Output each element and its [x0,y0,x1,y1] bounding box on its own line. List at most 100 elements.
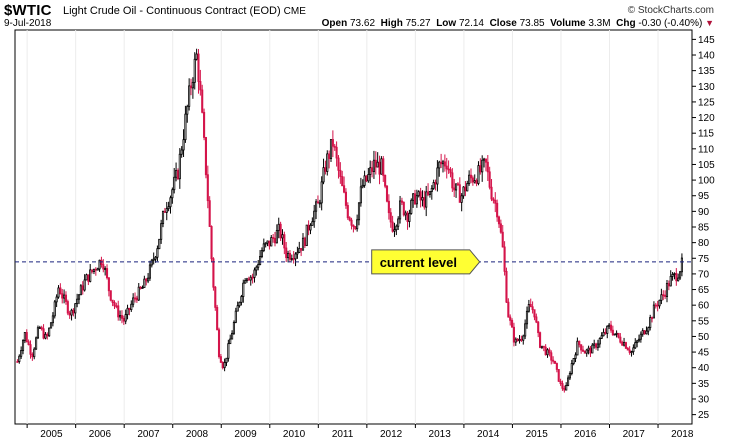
candle-body [533,309,536,318]
candle-body [361,184,364,188]
low-label: Low [436,18,457,29]
candle-body [458,184,461,203]
x-tick-label: 2015 [526,429,549,440]
candle-body [124,314,127,322]
volume-value: 3.3M [588,18,611,29]
candle-body [393,229,396,232]
candle-body [473,180,476,183]
y-tick-label: 100 [698,176,715,187]
candle-body [268,240,271,247]
candle-body [499,223,502,233]
candle-body [171,189,174,199]
candle-body [621,341,624,346]
candle-body [400,200,403,203]
close-value: 73.85 [519,18,545,29]
candle-body [31,353,34,358]
candle-body [311,221,314,226]
candle-body [518,338,521,342]
candle-body [651,317,654,319]
candle-body [105,268,109,279]
candle-body [59,287,62,295]
candle-body [637,338,641,342]
x-tick-label: 2018 [671,429,694,440]
candle-body [253,269,256,278]
close-label: Close [489,18,517,29]
candle-body [135,297,138,301]
candle-body [184,113,187,141]
candle-body [208,200,211,227]
candle-body [63,294,66,299]
candle-body [507,301,510,318]
candle-body [279,223,282,239]
candle-body [359,186,362,204]
candle-body [120,315,124,319]
candle-body [313,210,316,223]
x-tick-label: 2008 [186,429,209,440]
y-tick-label: 145 [698,35,715,46]
low-value: 72.14 [458,18,484,29]
candle-body [283,234,286,249]
candle-body [490,186,493,200]
candle-body [512,326,515,343]
candle-body [581,349,585,352]
candle-body [548,349,551,354]
candle-body [673,273,676,275]
candle-body [419,191,422,201]
candle-body [649,317,652,329]
candle-body [639,333,642,340]
candle-body [624,342,627,349]
candle-body [113,302,116,307]
candle-body [259,256,262,265]
candle-body [608,324,611,327]
candle-body [632,347,635,353]
candle-body [322,167,325,183]
candle-body [217,329,221,358]
y-tick-label: 70 [698,269,710,280]
candle-body [262,243,265,251]
candle-body [555,363,558,370]
candle-body [77,294,81,300]
candle-body [524,323,527,337]
candle-body [572,358,575,364]
grid-lines [26,30,659,424]
candle-body [550,352,553,361]
candle-body [128,307,131,311]
candle-body [647,327,650,332]
candle-body [169,197,172,208]
candle-body [634,342,637,349]
x-tick-label: 2007 [137,429,160,440]
candle-body [148,264,152,279]
candle-body [509,316,512,321]
candle-body [484,158,487,163]
candle-body [600,335,603,339]
candle-body [102,264,105,270]
candle-body [83,279,86,291]
candle-body [275,230,278,244]
candle-body [25,332,28,343]
candle-body [203,111,206,138]
candle-body [328,153,331,159]
candle-body [318,202,321,205]
candle-body [585,349,588,354]
candle-body [372,159,375,172]
candle-body [395,225,398,231]
candle-body [298,247,301,253]
candle-body [92,268,96,272]
candle-body [376,161,379,168]
candle-body [501,231,504,248]
candle-body [667,283,670,287]
candle-body [79,285,82,296]
candle-body [38,327,41,329]
candle-body [565,384,568,391]
chg-value: -0.30 (-0.40%) [638,18,703,29]
candle-body [104,268,107,270]
y-tick-label: 65 [698,285,710,296]
candle-body [245,278,249,281]
candle-body [535,316,538,323]
candle-body [654,304,657,307]
candle-body [561,383,564,389]
candle-body [529,303,532,308]
y-tick-label: 120 [698,113,715,124]
candle-body [488,171,491,188]
y-tick-label: 115 [698,129,714,140]
